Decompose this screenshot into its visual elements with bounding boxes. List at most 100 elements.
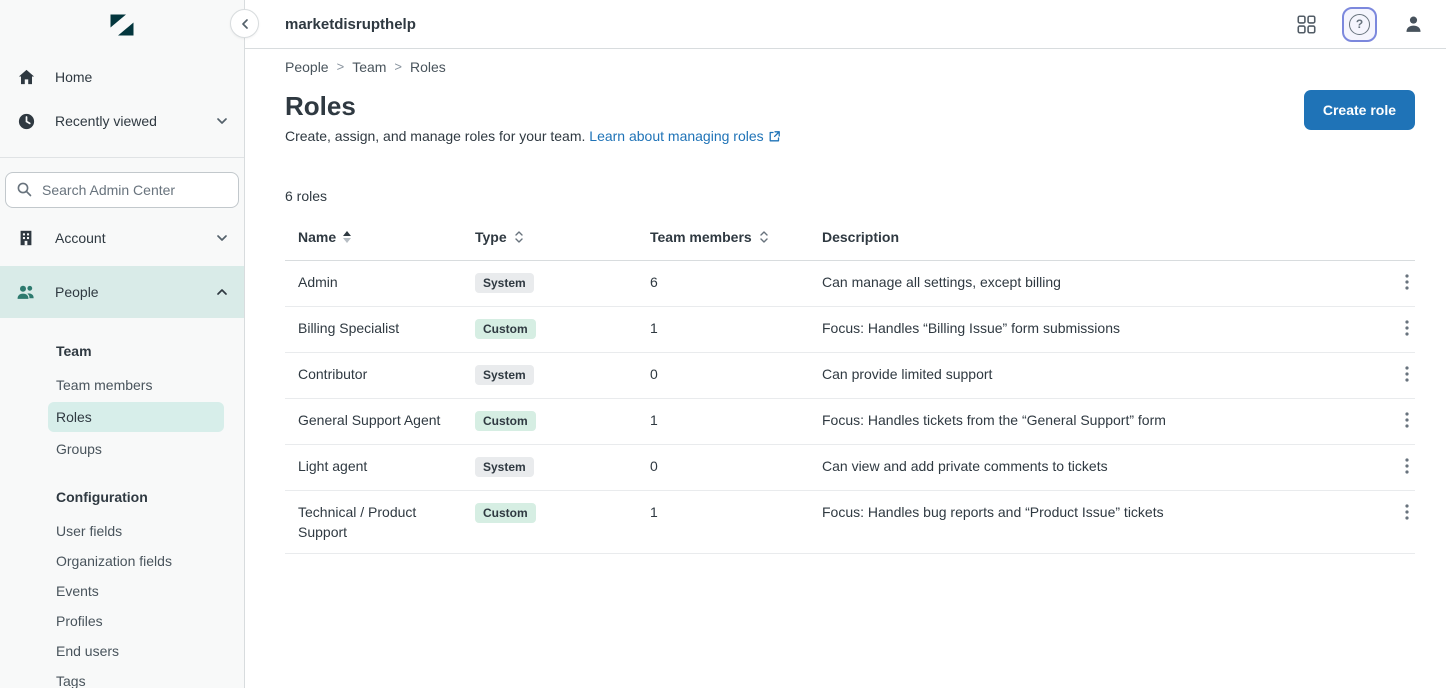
type-badge: System	[475, 365, 534, 385]
type-badge: System	[475, 273, 534, 293]
team-members-count: 0	[650, 366, 658, 382]
sidebar-item-label: People	[55, 284, 99, 300]
table-row: Contributor System 0 Can provide limited…	[285, 353, 1415, 399]
role-description: Can provide limited support	[822, 366, 993, 382]
table-row: Admin System 6 Can manage all settings, …	[285, 261, 1415, 307]
sidebar-item-label: Home	[55, 69, 93, 85]
sidebar-item-people[interactable]: People	[0, 266, 244, 318]
sidebar: Home Recently viewed	[0, 0, 245, 688]
sidebar-item-user-fields[interactable]: User fields	[56, 523, 123, 539]
sidebar-item-groups[interactable]: Groups	[56, 441, 102, 457]
row-actions-menu-button[interactable]	[1401, 364, 1413, 387]
sidebar-item-events[interactable]: Events	[56, 583, 99, 599]
avatar-icon	[1406, 16, 1421, 32]
table-row: Light agent System 0 Can view and add pr…	[285, 445, 1415, 491]
sidebar-item-profiles[interactable]: Profiles	[56, 613, 103, 629]
sidebar-item-tags[interactable]: Tags	[56, 673, 86, 688]
type-badge: Custom	[475, 411, 536, 431]
topbar: marketdisrupthelp ?	[245, 0, 1446, 49]
role-description: Can manage all settings, except billing	[822, 274, 1061, 290]
table-body: Admin System 6 Can manage all settings, …	[285, 261, 1415, 554]
create-role-button[interactable]: Create role	[1303, 90, 1415, 130]
column-header-team-members[interactable]: Team members	[650, 229, 822, 245]
role-description: Focus: Handles bug reports and “Product …	[822, 504, 1164, 520]
search-icon	[16, 181, 33, 201]
grid-icon	[1297, 14, 1316, 34]
search-wrap	[5, 172, 239, 208]
learn-about-roles-link[interactable]: Learn about managing roles	[589, 128, 764, 144]
main-area: marketdisrupthelp ?	[230, 0, 1446, 688]
roles-table: Name Type Team members Description	[285, 213, 1415, 554]
row-actions-menu-button[interactable]	[1401, 410, 1413, 433]
team-members-count: 0	[650, 458, 658, 474]
row-actions-menu-button[interactable]	[1401, 272, 1413, 295]
sidebar-item-organization-fields[interactable]: Organization fields	[56, 553, 172, 569]
search-input[interactable]	[5, 172, 239, 208]
breadcrumb-people[interactable]: People	[285, 59, 329, 75]
role-name: Billing Specialist	[298, 320, 400, 336]
role-name: Technical / Product Support	[298, 504, 417, 540]
kebab-menu-icon	[1405, 412, 1409, 428]
team-members-count: 1	[650, 504, 658, 520]
page-subtitle: Create, assign, and manage roles for you…	[285, 128, 781, 144]
chevron-down-icon	[216, 117, 228, 125]
chevron-up-icon	[216, 288, 228, 296]
sort-icon	[759, 230, 768, 243]
team-members-count: 1	[650, 320, 658, 336]
sidebar-item-account[interactable]: Account	[0, 216, 244, 260]
breadcrumb-separator: >	[394, 59, 403, 74]
building-icon	[16, 228, 36, 248]
breadcrumb-roles: Roles	[410, 59, 446, 75]
people-submenu: Team Team members Roles Groups Configura…	[0, 318, 244, 688]
user-profile-button[interactable]	[1403, 14, 1424, 35]
role-description: Focus: Handles “Billing Issue” form subm…	[822, 320, 1120, 336]
home-icon	[16, 67, 36, 87]
roles-count: 6 roles	[285, 188, 328, 204]
external-link-icon	[769, 131, 780, 142]
submenu-header-configuration: Configuration	[56, 489, 148, 505]
apps-grid-button[interactable]	[1297, 14, 1316, 34]
row-actions-menu-button[interactable]	[1401, 502, 1413, 525]
role-name: General Support Agent	[298, 412, 441, 428]
kebab-menu-icon	[1405, 274, 1409, 290]
sidebar-item-recently-viewed[interactable]: Recently viewed	[0, 99, 244, 143]
page-content: People > Team > Roles Roles Create, assi…	[245, 49, 1446, 688]
column-header-type[interactable]: Type	[475, 229, 650, 245]
zendesk-logo-icon	[110, 14, 134, 35]
sidebar-item-label: Account	[55, 230, 106, 246]
clock-icon	[16, 111, 36, 131]
page-title: Roles	[285, 91, 356, 121]
sidebar-item-roles[interactable]: Roles	[48, 402, 224, 432]
breadcrumb-team[interactable]: Team	[352, 59, 387, 75]
role-name: Light agent	[298, 458, 368, 474]
role-name: Admin	[298, 274, 338, 290]
breadcrumb-separator: >	[336, 59, 345, 74]
sort-icon	[514, 230, 523, 243]
account-name: marketdisrupthelp	[285, 15, 416, 33]
kebab-menu-icon	[1405, 320, 1409, 336]
sidebar-item-team-members[interactable]: Team members	[56, 377, 153, 393]
sidebar-collapse-button[interactable]	[230, 9, 259, 38]
help-active-highlight: ?	[1342, 6, 1377, 42]
logo-box	[0, 0, 244, 49]
subtitle-text: Create, assign, and manage roles for you…	[285, 128, 586, 144]
kebab-menu-icon	[1405, 366, 1409, 382]
kebab-menu-icon	[1405, 504, 1409, 520]
people-icon	[16, 282, 36, 302]
sidebar-item-home[interactable]: Home	[0, 55, 244, 99]
help-button[interactable]: ?	[1342, 6, 1377, 42]
sidebar-item-end-users[interactable]: End users	[56, 643, 120, 659]
kebab-menu-icon	[1405, 458, 1409, 474]
breadcrumb: People > Team > Roles	[285, 57, 1415, 77]
row-actions-menu-button[interactable]	[1401, 456, 1413, 479]
column-header-description: Description	[822, 228, 900, 245]
table-header-row: Name Type Team members Description	[285, 213, 1415, 261]
role-description: Focus: Handles tickets from the “General…	[822, 412, 1166, 428]
type-badge: Custom	[475, 319, 536, 339]
sort-ascending-icon	[343, 230, 352, 243]
chevron-down-icon	[216, 234, 228, 242]
column-header-name[interactable]: Name	[298, 229, 475, 245]
sidebar-item-label: Recently viewed	[55, 113, 157, 129]
row-actions-menu-button[interactable]	[1401, 318, 1413, 341]
